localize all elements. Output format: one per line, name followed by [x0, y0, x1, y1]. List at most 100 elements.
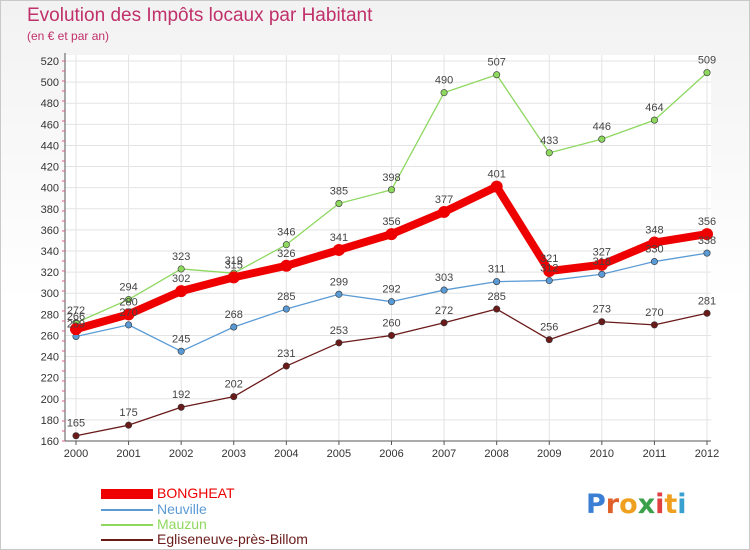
x-tick-label: 2007 [432, 448, 456, 460]
data-point [440, 286, 448, 294]
data-label: 202 [225, 379, 243, 391]
plot-area [65, 55, 711, 441]
data-point [125, 321, 133, 329]
proxiti-logo: Proxiti [586, 489, 687, 520]
data-label: 433 [540, 135, 558, 147]
legend-label-neuville: Neuville [157, 501, 207, 517]
data-label: 292 [382, 284, 400, 296]
data-point [595, 258, 608, 271]
legend-swatch-mauzun [101, 524, 153, 526]
y-tick-label: 320 [41, 267, 59, 279]
y-tick-label: 400 [41, 183, 59, 195]
data-point [493, 278, 501, 286]
data-label: 245 [172, 333, 190, 345]
legend-label-egliseneuve: Egliseneuve-près-Billom [157, 531, 308, 547]
data-label: 299 [330, 276, 348, 288]
y-tick-label: 360 [41, 225, 59, 237]
y-tick-label: 160 [41, 436, 59, 448]
data-point [230, 323, 238, 331]
logo-letter: P [586, 489, 606, 520]
data-point [545, 149, 553, 157]
data-label: 318 [593, 256, 611, 268]
data-label: 260 [382, 317, 400, 329]
data-point [703, 249, 711, 257]
data-label: 311 [488, 264, 506, 276]
x-tick-label: 2010 [590, 448, 614, 460]
data-point [177, 265, 185, 273]
x-tick-label: 2002 [169, 448, 193, 460]
data-point [493, 71, 501, 79]
data-label: 326 [277, 248, 295, 260]
data-label: 401 [487, 169, 505, 181]
legend-label-bongheat: BONGHEAT [157, 485, 235, 501]
data-label: 272 [435, 305, 453, 317]
data-point [280, 259, 293, 272]
data-label: 356 [382, 216, 400, 228]
y-tick-label: 420 [41, 162, 59, 174]
data-point [440, 319, 448, 327]
legend-swatch-egliseneuve [101, 539, 153, 541]
data-point [177, 403, 185, 411]
data-label: 509 [698, 55, 716, 67]
y-tick-label: 520 [41, 56, 59, 68]
logo-letter: i [677, 489, 687, 520]
data-label: 294 [119, 282, 137, 294]
data-point [490, 180, 503, 193]
data-label: 165 [67, 418, 85, 430]
data-point [545, 336, 553, 344]
data-label: 338 [698, 235, 716, 247]
data-label: 270 [119, 307, 137, 319]
logo-letter: x [637, 489, 656, 520]
data-point [125, 296, 133, 304]
data-label: 270 [645, 307, 663, 319]
data-label: 398 [382, 172, 400, 184]
data-point [598, 318, 606, 326]
x-tick-label: 2004 [274, 448, 298, 460]
x-tick-label: 2006 [379, 448, 403, 460]
data-point [282, 362, 290, 370]
x-tick-label: 2000 [64, 448, 88, 460]
logo-letter: t [664, 489, 678, 520]
data-point [332, 243, 345, 256]
data-label: 259 [67, 319, 85, 331]
data-label: 490 [435, 75, 453, 87]
data-point [438, 205, 451, 218]
legend-swatch-bongheat [101, 489, 153, 499]
data-point [70, 323, 82, 336]
x-tick-label: 2009 [537, 448, 561, 460]
data-point [387, 331, 395, 339]
data-point [335, 339, 343, 347]
data-label: 303 [435, 272, 453, 284]
data-point [230, 393, 238, 401]
data-label: 346 [277, 227, 295, 239]
legend-swatch-neuville [101, 509, 153, 511]
data-label: 356 [698, 216, 716, 228]
data-point [177, 347, 185, 355]
data-label: 507 [487, 57, 505, 69]
data-label: 315 [225, 259, 243, 271]
y-tick-label: 300 [41, 288, 59, 300]
data-label: 385 [330, 186, 348, 198]
x-tick-label: 2001 [116, 448, 140, 460]
data-point [335, 290, 343, 298]
data-point [703, 69, 711, 77]
y-tick-label: 220 [41, 373, 59, 385]
data-point [282, 241, 290, 249]
data-point [125, 421, 133, 429]
y-tick-label: 340 [41, 246, 59, 258]
data-point [440, 89, 448, 97]
y-tick-label: 280 [41, 309, 59, 321]
data-point [122, 308, 135, 321]
data-point [650, 116, 658, 124]
data-label: 330 [645, 244, 663, 256]
x-tick-label: 2012 [695, 448, 719, 460]
data-label: 323 [172, 251, 190, 263]
data-point [545, 277, 553, 285]
logo-letter: i [655, 489, 665, 520]
data-point [650, 321, 658, 329]
data-point [175, 285, 188, 298]
data-label: 273 [593, 304, 611, 316]
data-point [387, 186, 395, 194]
y-tick-label: 460 [41, 119, 59, 131]
